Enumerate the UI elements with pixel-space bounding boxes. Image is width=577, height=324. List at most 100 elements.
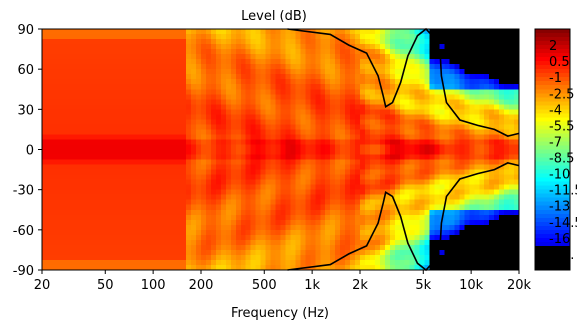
- heatmap-cell: [131, 69, 138, 75]
- heatmap-cell: [86, 134, 93, 141]
- heatmap-cell: [360, 144, 366, 151]
- heatmap-cell: [71, 104, 78, 110]
- heatmap-cell: [186, 164, 192, 171]
- heatmap-cell: [215, 264, 222, 271]
- heatmap-cell: [429, 194, 436, 201]
- heatmap-cell: [275, 249, 282, 256]
- heatmap-cell: [66, 49, 73, 55]
- heatmap-cell: [61, 119, 68, 125]
- heatmap-cell: [509, 99, 515, 105]
- heatmap-cell: [101, 39, 108, 45]
- heatmap-cell: [429, 224, 436, 231]
- heatmap-cell: [91, 59, 98, 65]
- heatmap-cell: [86, 124, 93, 131]
- heatmap-cell: [106, 164, 113, 171]
- heatmap-cell: [201, 49, 207, 55]
- heatmap-cell: [399, 184, 406, 191]
- heatmap-cell: [42, 114, 48, 120]
- heatmap-cell: [240, 134, 247, 141]
- heatmap-cell: [399, 129, 406, 136]
- heatmap-cell: [86, 239, 93, 246]
- heatmap-cell: [350, 109, 356, 115]
- heatmap-cell: [136, 44, 142, 50]
- heatmap-cell: [151, 229, 157, 236]
- heatmap-cell: [509, 129, 515, 136]
- heatmap-cell: [315, 29, 321, 35]
- heatmap-cell: [389, 259, 396, 266]
- heatmap-cell: [404, 104, 411, 110]
- heatmap-cell: [295, 224, 301, 231]
- heatmap-cell: [275, 149, 282, 156]
- heatmap-cell: [270, 79, 277, 85]
- heatmap-cell: [156, 189, 162, 196]
- heatmap-cell: [265, 259, 272, 266]
- heatmap-cell: [230, 224, 237, 231]
- heatmap-cell: [419, 254, 426, 261]
- heatmap-cell: [295, 134, 301, 141]
- heatmap-cell: [265, 89, 272, 95]
- heatmap-cell: [484, 209, 490, 216]
- heatmap-cell: [106, 114, 113, 120]
- heatmap-cell: [146, 214, 152, 221]
- heatmap-cell: [205, 79, 212, 85]
- heatmap-cell: [350, 119, 356, 125]
- heatmap-cell: [51, 124, 58, 131]
- heatmap-cell: [504, 179, 510, 186]
- heatmap-cell: [116, 264, 123, 271]
- heatmap-cell: [384, 94, 391, 100]
- heatmap-cell: [61, 164, 68, 171]
- heatmap-cell: [364, 94, 371, 100]
- heatmap-cell: [230, 259, 237, 266]
- heatmap-cell: [414, 199, 421, 206]
- heatmap-cell: [210, 209, 217, 216]
- heatmap-cell: [364, 159, 371, 166]
- heatmap-cell: [429, 124, 436, 131]
- heatmap-cell: [409, 49, 416, 55]
- heatmap-cell: [230, 104, 237, 110]
- heatmap-cell: [76, 34, 83, 40]
- heatmap-cell: [151, 129, 157, 136]
- heatmap-cell: [156, 239, 162, 246]
- heatmap-cell: [76, 239, 83, 246]
- heatmap-cell: [499, 199, 505, 206]
- heatmap-cell: [290, 254, 297, 261]
- heatmap-cell: [419, 99, 426, 105]
- heatmap-cell: [340, 89, 346, 95]
- heatmap-cell: [42, 149, 48, 156]
- heatmap-cell: [205, 214, 212, 221]
- heatmap-cell: [364, 229, 371, 236]
- heatmap-cell: [250, 39, 257, 45]
- heatmap-cell: [389, 244, 396, 251]
- heatmap-cell: [350, 254, 356, 261]
- heatmap-cell: [330, 139, 336, 146]
- heatmap-cell: [300, 249, 306, 256]
- heatmap-cell: [51, 79, 58, 85]
- heatmap-cell: [235, 229, 242, 236]
- heatmap-cell: [509, 104, 515, 110]
- heatmap-cell: [161, 109, 167, 115]
- heatmap-cell: [479, 224, 485, 231]
- heatmap-cell: [335, 69, 341, 75]
- heatmap-cell: [295, 254, 301, 261]
- heatmap-cell: [464, 74, 470, 80]
- heatmap-cell: [379, 39, 386, 45]
- heatmap-cell: [409, 204, 416, 211]
- heatmap-cell: [474, 184, 480, 191]
- heatmap-cell: [330, 159, 336, 166]
- heatmap-cell: [369, 104, 376, 110]
- heatmap-cell: [181, 164, 187, 171]
- heatmap-cell: [325, 89, 331, 95]
- heatmap-cell: [76, 154, 83, 161]
- heatmap-cell: [225, 29, 232, 35]
- heatmap-cell: [409, 254, 416, 261]
- heatmap-cell: [484, 79, 490, 85]
- heatmap-cell: [220, 129, 227, 136]
- heatmap-cell: [504, 134, 510, 141]
- colorbar-swatch: [535, 257, 570, 263]
- heatmap-cell: [61, 154, 68, 161]
- heatmap-cell: [191, 174, 197, 181]
- heatmap-cell: [151, 74, 157, 80]
- heatmap-cell: [191, 219, 197, 226]
- heatmap-cell: [434, 134, 441, 141]
- heatmap-cell: [449, 84, 456, 90]
